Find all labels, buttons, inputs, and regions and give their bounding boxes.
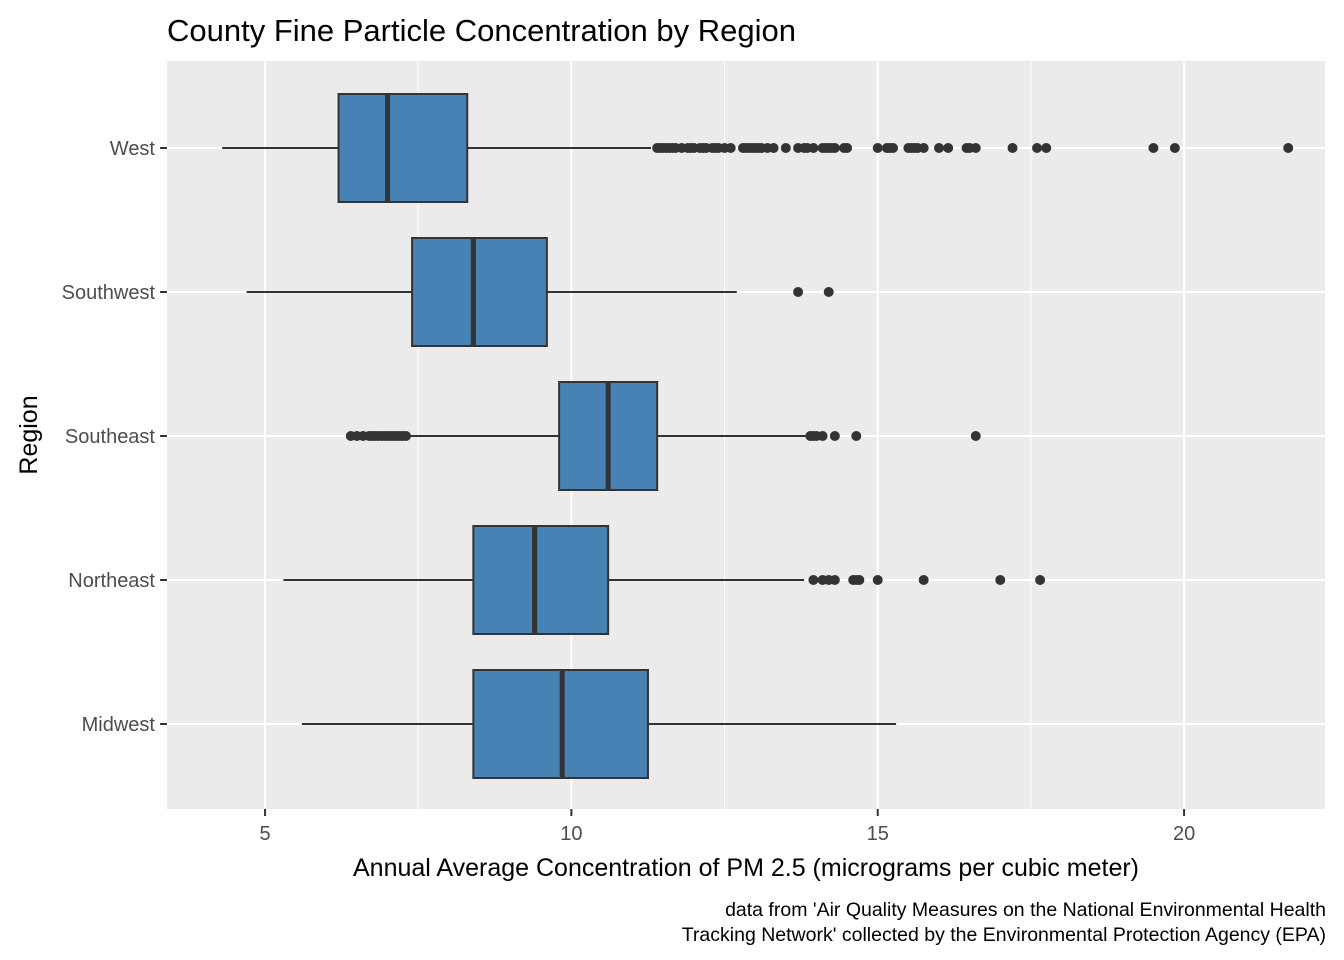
outlier-point: [1032, 143, 1043, 153]
outlier-point: [817, 431, 828, 441]
outlier-point: [970, 143, 981, 153]
outlier-point: [1169, 143, 1180, 153]
boxes: [337, 93, 659, 779]
outlier-point: [934, 143, 944, 153]
caption-line-1: data from 'Air Quality Measures on the N…: [725, 899, 1326, 921]
outlier-point: [851, 431, 862, 441]
outlier-point: [943, 143, 954, 153]
outlier-point: [808, 575, 819, 585]
outlier-point: [918, 143, 929, 153]
outlier-point: [918, 575, 929, 585]
outlier-point: [1283, 143, 1294, 153]
y-axis-title: Region: [15, 395, 43, 474]
outlier-point: [725, 143, 736, 153]
outlier-point: [888, 143, 899, 153]
outlier-point: [808, 143, 819, 153]
outlier-point: [768, 143, 779, 153]
caption-line-2: Tracking Network' collected by the Envir…: [682, 924, 1326, 946]
outlier-point: [780, 143, 791, 153]
x-tick-label: 5: [259, 823, 270, 845]
outlier-point: [823, 287, 834, 297]
outlier-point: [854, 575, 865, 585]
outlier-point: [400, 431, 411, 441]
axes: West Southwest Southeast Northeast Midwest 5 1…: [62, 138, 1196, 845]
outlier-point: [1148, 143, 1159, 153]
outlier-point: [1007, 143, 1018, 153]
box-west: [337, 93, 469, 203]
outlier-point: [1041, 143, 1052, 153]
outlier-point: [995, 575, 1006, 585]
y-tick-label: Northeast: [68, 570, 155, 592]
outlier-point: [793, 287, 804, 297]
x-axis-title: Annual Average Concentration of PM 2.5 (…: [353, 854, 1139, 882]
y-tick-label: West: [110, 138, 156, 160]
x-tick-label: 15: [867, 823, 889, 845]
outlier-point: [829, 575, 840, 585]
y-tick-label: Midwest: [82, 714, 156, 736]
x-tick-label: 10: [560, 823, 582, 845]
y-tick-label: Southeast: [65, 426, 156, 448]
x-tick-label: 20: [1173, 823, 1195, 845]
outlier-points: [345, 143, 1294, 585]
outlier-point: [842, 143, 853, 153]
box-southwest: [411, 237, 548, 347]
outlier-point: [970, 431, 981, 441]
outlier-point: [872, 143, 883, 153]
y-tick-label: Southwest: [62, 282, 156, 304]
chart-title: County Fine Particle Concentration by Re…: [167, 13, 796, 48]
outlier-point: [829, 143, 840, 153]
outlier-point: [829, 431, 840, 441]
outlier-point: [872, 575, 883, 585]
whiskers: [222, 147, 897, 725]
outlier-point: [1035, 575, 1046, 585]
box-northeast: [472, 525, 610, 635]
